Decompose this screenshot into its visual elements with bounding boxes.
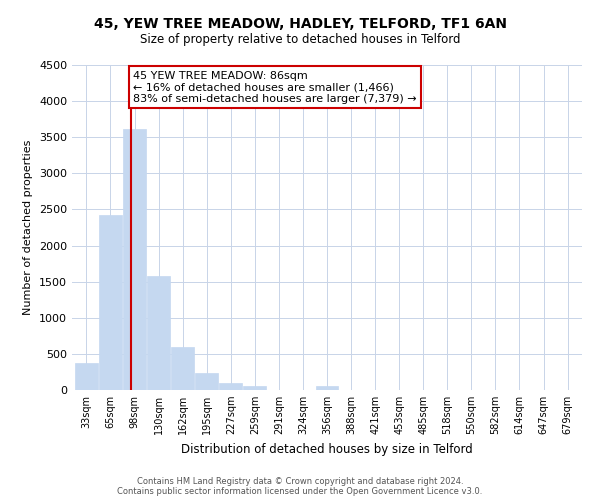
Bar xyxy=(147,276,170,390)
Bar xyxy=(195,372,218,390)
Bar xyxy=(99,215,122,390)
X-axis label: Distribution of detached houses by size in Telford: Distribution of detached houses by size … xyxy=(181,442,473,456)
Bar xyxy=(220,383,242,390)
Bar xyxy=(171,346,194,390)
Text: Size of property relative to detached houses in Telford: Size of property relative to detached ho… xyxy=(140,32,460,46)
Bar xyxy=(316,386,338,390)
Text: Contains HM Land Registry data © Crown copyright and database right 2024.: Contains HM Land Registry data © Crown c… xyxy=(137,478,463,486)
Y-axis label: Number of detached properties: Number of detached properties xyxy=(23,140,34,315)
Text: 45, YEW TREE MEADOW, HADLEY, TELFORD, TF1 6AN: 45, YEW TREE MEADOW, HADLEY, TELFORD, TF… xyxy=(94,18,506,32)
Bar xyxy=(75,362,98,390)
Bar xyxy=(123,128,146,390)
Bar xyxy=(244,386,266,390)
Text: Contains public sector information licensed under the Open Government Licence v3: Contains public sector information licen… xyxy=(118,488,482,496)
Text: 45 YEW TREE MEADOW: 86sqm
← 16% of detached houses are smaller (1,466)
83% of se: 45 YEW TREE MEADOW: 86sqm ← 16% of detac… xyxy=(133,71,417,104)
